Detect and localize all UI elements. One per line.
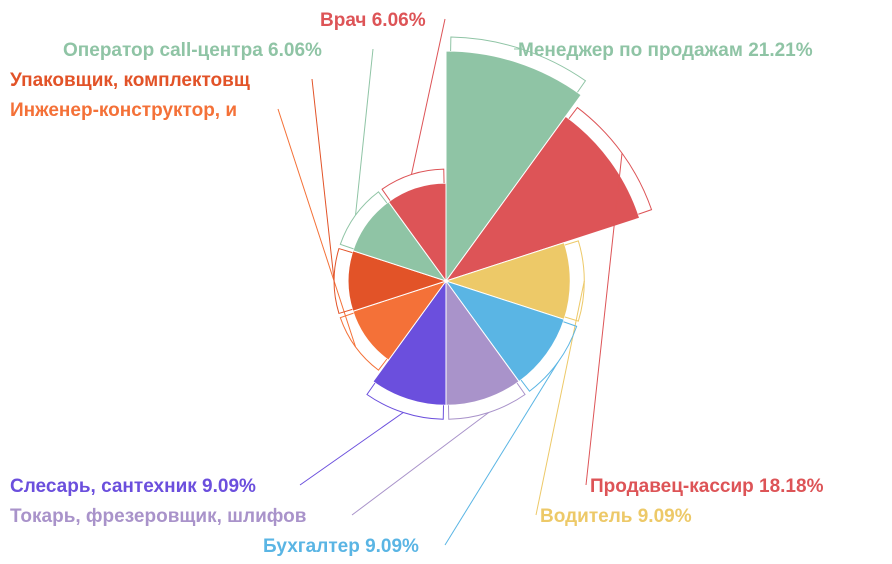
chart-leader-lines <box>277 18 653 546</box>
leader-line <box>277 108 356 347</box>
leader-line <box>585 153 623 486</box>
rose-slice[interactable] <box>445 279 520 406</box>
rose-slice[interactable] <box>387 182 447 283</box>
slice-label: Водитель 9.09% <box>540 506 692 527</box>
leader-line <box>410 18 446 175</box>
leader-line <box>444 362 559 546</box>
leader-arc <box>366 382 445 420</box>
leader-arc <box>450 36 587 93</box>
leader-line <box>311 78 335 282</box>
rose-slice[interactable] <box>444 280 565 383</box>
leader-arc <box>447 382 526 420</box>
slice-label: Слесарь, сантехник 9.09% <box>10 476 256 497</box>
slice-label: Токарь, фрезеровщик, шлифов <box>10 506 306 527</box>
slice-label: Продавец-кассир 18.18% <box>590 476 824 497</box>
slice-label: Инженер-конструктор, и <box>10 100 237 121</box>
slice-label: Менеджер по продажам 21.21% <box>518 40 813 61</box>
leader-line <box>351 412 490 516</box>
slice-label: Оператор call-центра 6.06% <box>63 40 322 61</box>
rose-slice[interactable] <box>445 50 582 283</box>
slice-label: Врач 6.06% <box>320 10 426 31</box>
chart-labels: Менеджер по продажам 21.21% Продавец-касс… <box>10 10 824 557</box>
leader-arc <box>520 321 578 392</box>
leader-line <box>535 280 585 516</box>
slice-label: Бухгалтер 9.09% <box>263 536 419 557</box>
leader-line <box>355 48 374 216</box>
slice-label: Упаковщик, комплектовщ <box>10 70 250 91</box>
rose-slice[interactable] <box>444 241 571 321</box>
leader-arc <box>333 247 353 315</box>
rose-slice[interactable] <box>444 115 641 282</box>
leader-arc <box>339 191 388 250</box>
leader-line <box>299 412 404 486</box>
chart-slices <box>347 50 641 406</box>
rose-slice[interactable] <box>372 279 447 406</box>
